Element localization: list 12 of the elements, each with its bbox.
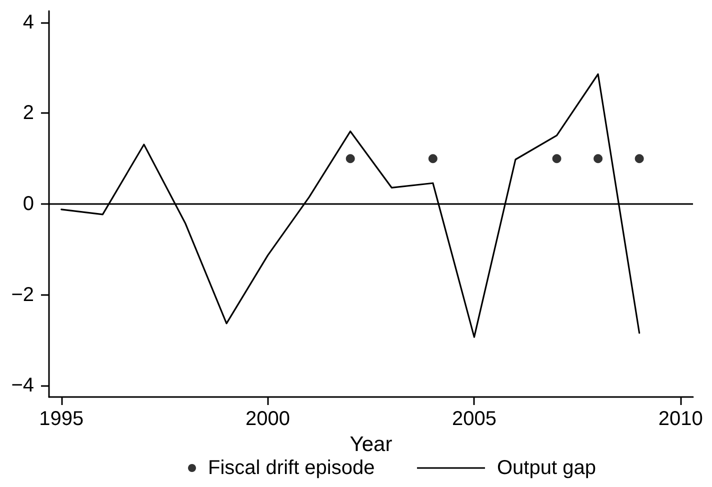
x-tick-label: 2005 bbox=[452, 408, 496, 430]
x-axis-title: Year bbox=[350, 432, 392, 456]
y-tick-label: 2 bbox=[22, 102, 34, 124]
y-tick-label: −2 bbox=[11, 284, 34, 306]
y-tick-label: 0 bbox=[22, 193, 34, 215]
x-tick-label: 2000 bbox=[246, 408, 290, 430]
y-tick-label: −4 bbox=[11, 374, 34, 397]
y-tick-label: 4 bbox=[22, 11, 34, 34]
x-tick-label: 2010 bbox=[658, 408, 703, 430]
legend-label: Fiscal drift episode bbox=[208, 457, 375, 479]
legend-label: Output gap bbox=[497, 457, 596, 479]
x-tick-label: 1995 bbox=[39, 408, 84, 430]
